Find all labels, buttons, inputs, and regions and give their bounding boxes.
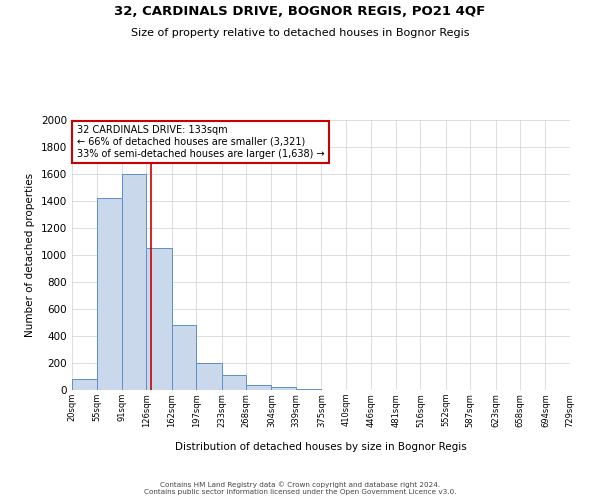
Bar [97, 198, 122, 390]
Bar [122, 174, 146, 390]
Text: Size of property relative to detached houses in Bognor Regis: Size of property relative to detached ho… [131, 28, 469, 38]
Bar [246, 384, 271, 390]
Text: 32, CARDINALS DRIVE, BOGNOR REGIS, PO21 4QF: 32, CARDINALS DRIVE, BOGNOR REGIS, PO21 … [115, 5, 485, 18]
Text: Distribution of detached houses by size in Bognor Regis: Distribution of detached houses by size … [175, 442, 467, 452]
Bar [296, 388, 322, 390]
Bar [196, 363, 221, 390]
Text: 32 CARDINALS DRIVE: 133sqm
← 66% of detached houses are smaller (3,321)
33% of s: 32 CARDINALS DRIVE: 133sqm ← 66% of deta… [77, 126, 325, 158]
Y-axis label: Number of detached properties: Number of detached properties [25, 173, 35, 337]
Bar [172, 325, 196, 390]
Bar [271, 388, 296, 390]
Text: Contains HM Land Registry data © Crown copyright and database right 2024.
Contai: Contains HM Land Registry data © Crown c… [144, 482, 456, 495]
Bar [221, 375, 246, 390]
Bar [146, 248, 172, 390]
Bar [72, 378, 97, 390]
